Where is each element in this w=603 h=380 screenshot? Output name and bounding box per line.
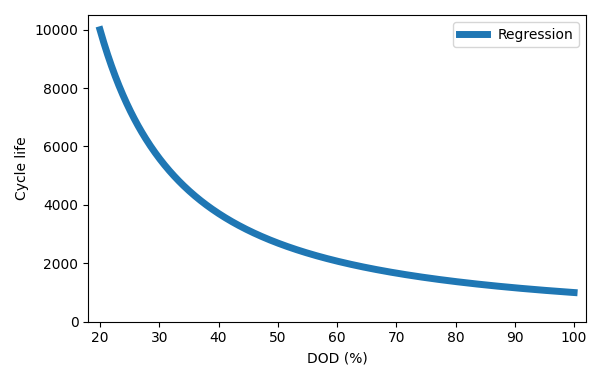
Regression — [570, 290, 578, 295]
Regression — [321, 256, 329, 260]
Regression — [96, 27, 104, 32]
Regression — [324, 256, 332, 261]
Y-axis label: Cycle life: Cycle life — [15, 136, 29, 200]
Line: Regression: Regression — [100, 30, 574, 293]
Regression — [353, 263, 360, 268]
Regression — [485, 283, 492, 288]
Regression — [379, 268, 386, 273]
Regression — [559, 290, 566, 294]
Legend: Regression: Regression — [453, 22, 579, 47]
X-axis label: DOD (%): DOD (%) — [307, 351, 367, 365]
